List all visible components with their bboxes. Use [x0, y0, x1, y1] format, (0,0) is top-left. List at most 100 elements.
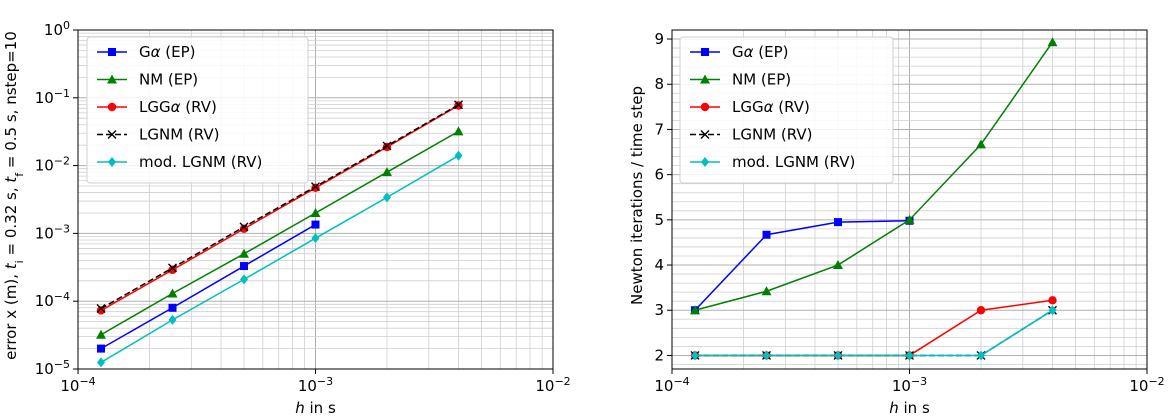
- data-point: [311, 220, 320, 229]
- legend-entry: NM (EP): [97, 71, 198, 89]
- data-point: [976, 306, 986, 315]
- data-point: [311, 182, 320, 192]
- data-point: [97, 344, 106, 353]
- data-point: [833, 260, 844, 270]
- y-tick-label: 10−5: [35, 358, 70, 379]
- legend-marker: [107, 102, 117, 112]
- newton-iterations-chart: 10−4 10−3 10−2 2 3 4 5 6 7 8 9 h in s Newton iterati…: [628, 29, 1165, 417]
- y-tick-label: 10−1: [35, 86, 70, 107]
- y-tick-label: 8: [654, 75, 664, 93]
- y-tick-label: 4: [654, 256, 664, 274]
- legend-label: Gα (EP): [732, 43, 789, 61]
- legend-marker: [700, 102, 710, 112]
- data-point: [761, 286, 772, 296]
- series-line: [100, 130, 459, 336]
- data-point: [976, 350, 985, 361]
- axes: 10−4 10−3 10−2 2 3 4 5 6 7 8 9: [654, 30, 1164, 395]
- data-point: [168, 303, 177, 312]
- data-point: [1048, 296, 1057, 305]
- data-point: [762, 230, 771, 239]
- data-point: [453, 100, 463, 110]
- legend-box: [679, 36, 894, 184]
- series: [690, 296, 1057, 360]
- legend-entry: mod. LGNM (RV): [690, 153, 855, 171]
- data-point: [382, 141, 392, 151]
- y-tick-label: 9: [654, 30, 664, 48]
- legend-marker: [701, 157, 709, 167]
- legend-label: LGGα (RV): [139, 98, 217, 116]
- data-point: [762, 350, 771, 361]
- series-line: [100, 155, 459, 364]
- series-line: [694, 219, 910, 311]
- y-tick-label: 7: [654, 120, 664, 138]
- legend-entry: Gα (EP): [690, 43, 789, 61]
- y-axis-label: Newton iterations / time step: [628, 86, 646, 305]
- series: [690, 305, 1057, 360]
- y-tick-label: 10−2: [35, 154, 70, 175]
- x-tick-label: 10−3: [892, 375, 927, 396]
- legend-marker: [700, 130, 710, 139]
- data-point: [239, 248, 250, 258]
- legend-label: LGNM (RV): [139, 126, 219, 144]
- series: [690, 37, 1058, 315]
- data-point: [311, 233, 320, 244]
- data-point: [905, 350, 914, 361]
- data-point: [834, 218, 843, 227]
- series: [96, 126, 464, 339]
- data-point: [1048, 305, 1057, 316]
- x-tick-label: 10−2: [535, 375, 570, 396]
- data-point: [690, 305, 701, 315]
- y-tick-label: 6: [654, 166, 664, 184]
- x-tick-label: 10−3: [298, 375, 333, 396]
- legend-entry: Gα (EP): [97, 43, 196, 61]
- data-point: [1047, 37, 1058, 47]
- legend-marker: [700, 74, 710, 84]
- y-tick-label: 5: [654, 211, 664, 229]
- series-line: [100, 223, 316, 350]
- y-tick-label: 10−3: [35, 222, 70, 243]
- data-point: [96, 329, 107, 339]
- legend: Gα (EP) NM (EP) LGGα (RV) LGNM (RV) mod. LGN…: [679, 36, 894, 184]
- data-point: [454, 150, 463, 161]
- series-line: [100, 104, 459, 310]
- x-tick-label: 10−4: [654, 375, 689, 396]
- x-tick-label: 10−4: [60, 375, 95, 396]
- legend-marker: [108, 48, 116, 56]
- data-point: [239, 224, 249, 233]
- data-point: [240, 274, 249, 285]
- legend-marker: [108, 157, 116, 167]
- data-point: [975, 139, 986, 149]
- series: [97, 220, 320, 353]
- series-line: [694, 41, 1054, 311]
- legend-entry: NM (EP): [690, 71, 791, 89]
- x-axis-label: h in s: [295, 399, 336, 417]
- series-line: [100, 104, 459, 312]
- y-axis-label: error x (m), ti = 0.32 s, tf = 0.5 s, ns…: [2, 31, 26, 360]
- legend-marker: [107, 74, 117, 84]
- legend-label: mod. LGNM (RV): [139, 153, 262, 171]
- legend-entry: LGNM (RV): [97, 126, 219, 144]
- data-point: [168, 265, 177, 275]
- y-tick-label: 3: [654, 301, 664, 319]
- series-line: [695, 309, 1053, 357]
- legend-entry: mod. LGNM (RV): [97, 153, 262, 171]
- data-point: [240, 262, 249, 271]
- data-point: [167, 288, 178, 298]
- x-tick-label: 10−2: [1129, 375, 1164, 396]
- data-point: [168, 263, 178, 273]
- data-point: [904, 214, 915, 224]
- data-point: [97, 357, 106, 368]
- data-point: [381, 167, 392, 177]
- legend-marker: [107, 130, 117, 139]
- legend-label: NM (EP): [732, 71, 791, 89]
- series: [97, 150, 463, 368]
- series-line: [695, 299, 1053, 357]
- series: [691, 305, 1057, 361]
- data-point: [382, 142, 392, 152]
- legend-label: LGNM (RV): [732, 126, 812, 144]
- series-line: [695, 309, 1053, 357]
- legend-entry: LGGα (RV): [97, 98, 217, 116]
